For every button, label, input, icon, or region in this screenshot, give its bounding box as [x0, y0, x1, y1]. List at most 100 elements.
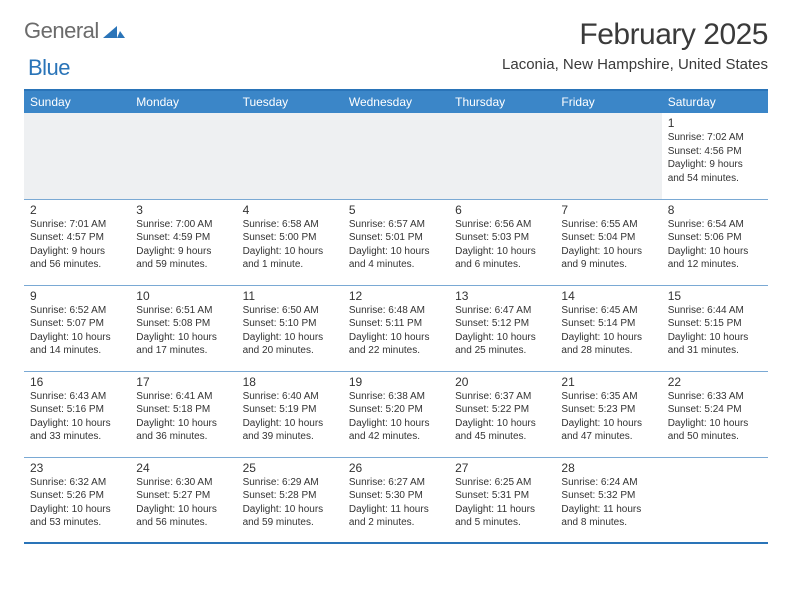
sunrise-text: Sunrise: 7:00 AM [136, 218, 230, 232]
calendar-cell [662, 457, 768, 543]
day-info: Sunrise: 7:00 AMSunset: 4:59 PMDaylight:… [136, 218, 230, 272]
sunrise-text: Sunrise: 6:58 AM [243, 218, 337, 232]
sunset-text: Sunset: 5:04 PM [561, 231, 655, 245]
sunrise-text: Sunrise: 6:35 AM [561, 390, 655, 404]
sunset-text: Sunset: 5:24 PM [668, 403, 762, 417]
sunset-text: Sunset: 5:07 PM [30, 317, 124, 331]
day-header: Saturday [662, 90, 768, 113]
day-number: 15 [668, 289, 762, 303]
sunset-text: Sunset: 5:23 PM [561, 403, 655, 417]
sunrise-text: Sunrise: 6:51 AM [136, 304, 230, 318]
day-info: Sunrise: 6:50 AMSunset: 5:10 PMDaylight:… [243, 304, 337, 358]
sunrise-text: Sunrise: 6:41 AM [136, 390, 230, 404]
day-info: Sunrise: 6:58 AMSunset: 5:00 PMDaylight:… [243, 218, 337, 272]
logo: General [24, 18, 127, 44]
sunrise-text: Sunrise: 6:40 AM [243, 390, 337, 404]
sunset-text: Sunset: 5:00 PM [243, 231, 337, 245]
day-number: 10 [136, 289, 230, 303]
sunrise-text: Sunrise: 6:52 AM [30, 304, 124, 318]
daylight-text: Daylight: 11 hours and 5 minutes. [455, 503, 549, 530]
daylight-text: Daylight: 10 hours and 56 minutes. [136, 503, 230, 530]
calendar-cell: 22Sunrise: 6:33 AMSunset: 5:24 PMDayligh… [662, 371, 768, 457]
day-info: Sunrise: 6:48 AMSunset: 5:11 PMDaylight:… [349, 304, 443, 358]
day-number: 19 [349, 375, 443, 389]
sunrise-text: Sunrise: 6:54 AM [668, 218, 762, 232]
sunset-text: Sunset: 5:03 PM [455, 231, 549, 245]
day-info: Sunrise: 7:02 AMSunset: 4:56 PMDaylight:… [668, 131, 762, 185]
calendar-week-row: 1Sunrise: 7:02 AMSunset: 4:56 PMDaylight… [24, 113, 768, 199]
daylight-text: Daylight: 11 hours and 2 minutes. [349, 503, 443, 530]
calendar-cell: 12Sunrise: 6:48 AMSunset: 5:11 PMDayligh… [343, 285, 449, 371]
day-number: 13 [455, 289, 549, 303]
day-number: 24 [136, 461, 230, 475]
day-number: 21 [561, 375, 655, 389]
sunset-text: Sunset: 5:19 PM [243, 403, 337, 417]
calendar-cell: 17Sunrise: 6:41 AMSunset: 5:18 PMDayligh… [130, 371, 236, 457]
daylight-text: Daylight: 10 hours and 39 minutes. [243, 417, 337, 444]
day-number: 23 [30, 461, 124, 475]
sunset-text: Sunset: 5:18 PM [136, 403, 230, 417]
daylight-text: Daylight: 10 hours and 50 minutes. [668, 417, 762, 444]
day-info: Sunrise: 6:47 AMSunset: 5:12 PMDaylight:… [455, 304, 549, 358]
daylight-text: Daylight: 10 hours and 31 minutes. [668, 331, 762, 358]
sunset-text: Sunset: 5:27 PM [136, 489, 230, 503]
sunset-text: Sunset: 5:10 PM [243, 317, 337, 331]
sunrise-text: Sunrise: 6:48 AM [349, 304, 443, 318]
calendar-cell: 9Sunrise: 6:52 AMSunset: 5:07 PMDaylight… [24, 285, 130, 371]
daylight-text: Daylight: 10 hours and 22 minutes. [349, 331, 443, 358]
day-number: 25 [243, 461, 337, 475]
day-number: 11 [243, 289, 337, 303]
daylight-text: Daylight: 10 hours and 14 minutes. [30, 331, 124, 358]
calendar-week-row: 9Sunrise: 6:52 AMSunset: 5:07 PMDaylight… [24, 285, 768, 371]
daylight-text: Daylight: 10 hours and 17 minutes. [136, 331, 230, 358]
sunrise-text: Sunrise: 6:44 AM [668, 304, 762, 318]
daylight-text: Daylight: 10 hours and 45 minutes. [455, 417, 549, 444]
sunrise-text: Sunrise: 7:01 AM [30, 218, 124, 232]
sunset-text: Sunset: 5:11 PM [349, 317, 443, 331]
day-header: Monday [130, 90, 236, 113]
sunrise-text: Sunrise: 6:43 AM [30, 390, 124, 404]
calendar-cell: 16Sunrise: 6:43 AMSunset: 5:16 PMDayligh… [24, 371, 130, 457]
calendar-cell: 6Sunrise: 6:56 AMSunset: 5:03 PMDaylight… [449, 199, 555, 285]
day-info: Sunrise: 6:37 AMSunset: 5:22 PMDaylight:… [455, 390, 549, 444]
sunset-text: Sunset: 5:32 PM [561, 489, 655, 503]
calendar-cell: 20Sunrise: 6:37 AMSunset: 5:22 PMDayligh… [449, 371, 555, 457]
calendar-week-row: 16Sunrise: 6:43 AMSunset: 5:16 PMDayligh… [24, 371, 768, 457]
day-info: Sunrise: 6:41 AMSunset: 5:18 PMDaylight:… [136, 390, 230, 444]
day-number: 16 [30, 375, 124, 389]
calendar-cell: 14Sunrise: 6:45 AMSunset: 5:14 PMDayligh… [555, 285, 661, 371]
calendar-week-row: 2Sunrise: 7:01 AMSunset: 4:57 PM Daylight… [24, 199, 768, 285]
day-header-row: Sunday Monday Tuesday Wednesday Thursday… [24, 90, 768, 113]
sunrise-text: Sunrise: 6:32 AM [30, 476, 124, 490]
calendar-cell [449, 113, 555, 199]
sunrise-text: Sunrise: 6:47 AM [455, 304, 549, 318]
day-info: Sunrise: 6:27 AMSunset: 5:30 PMDaylight:… [349, 476, 443, 530]
sunset-text: Sunset: 5:22 PM [455, 403, 549, 417]
day-info: Sunrise: 6:38 AMSunset: 5:20 PMDaylight:… [349, 390, 443, 444]
daylight-text: Daylight: 10 hours and 25 minutes. [455, 331, 549, 358]
sunrise-text: Sunrise: 6:57 AM [349, 218, 443, 232]
day-info: Sunrise: 6:45 AMSunset: 5:14 PMDaylight:… [561, 304, 655, 358]
sunset-text: Sunset: 4:57 PM [30, 231, 124, 245]
calendar-cell [24, 113, 130, 199]
daylight-text: Daylight: 10 hours and 12 minutes. [668, 245, 762, 272]
day-header: Wednesday [343, 90, 449, 113]
daylight-text: Daylight: 10 hours and 36 minutes. [136, 417, 230, 444]
sunset-text: Sunset: 5:01 PM [349, 231, 443, 245]
calendar-cell: 27Sunrise: 6:25 AMSunset: 5:31 PMDayligh… [449, 457, 555, 543]
location-text: Laconia, New Hampshire, United States [502, 56, 768, 73]
day-info: Sunrise: 6:35 AMSunset: 5:23 PMDaylight:… [561, 390, 655, 444]
calendar-cell: 18Sunrise: 6:40 AMSunset: 5:19 PMDayligh… [237, 371, 343, 457]
day-info: Sunrise: 6:51 AMSunset: 5:08 PMDaylight:… [136, 304, 230, 358]
day-number: 2 [30, 203, 124, 217]
calendar-cell: 24Sunrise: 6:30 AMSunset: 5:27 PMDayligh… [130, 457, 236, 543]
daylight-text: Daylight: 10 hours and 6 minutes. [455, 245, 549, 272]
day-number: 9 [30, 289, 124, 303]
day-info: Sunrise: 6:44 AMSunset: 5:15 PMDaylight:… [668, 304, 762, 358]
day-number: 27 [455, 461, 549, 475]
sunset-text: Sunset: 5:15 PM [668, 317, 762, 331]
daylight-text: Daylight: 10 hours and 42 minutes. [349, 417, 443, 444]
day-info: Sunrise: 6:32 AMSunset: 5:26 PMDaylight:… [30, 476, 124, 530]
calendar-cell: 10Sunrise: 6:51 AMSunset: 5:08 PMDayligh… [130, 285, 236, 371]
calendar-cell: 25Sunrise: 6:29 AMSunset: 5:28 PMDayligh… [237, 457, 343, 543]
